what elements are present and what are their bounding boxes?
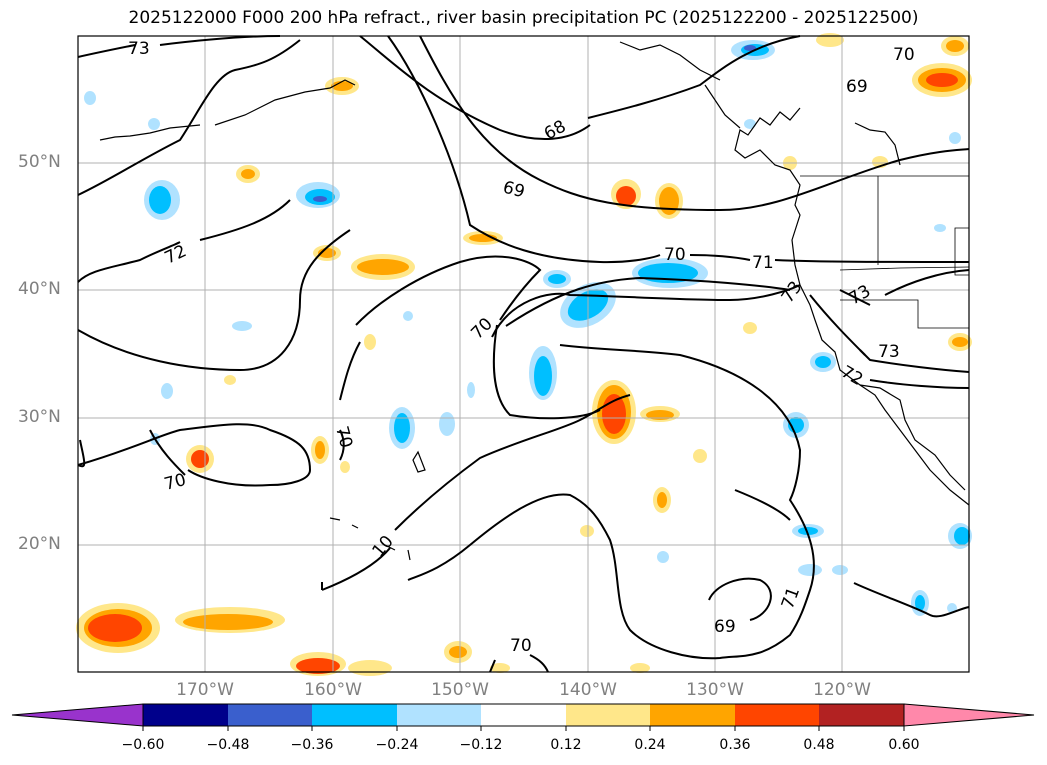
contour-label: 73	[878, 342, 900, 362]
contour-label: 73	[778, 278, 807, 307]
contour-label: 71	[752, 253, 774, 273]
colorbar-segment	[481, 704, 566, 726]
contour-label: 70	[893, 45, 915, 65]
colorbar-tick-label: −0.48	[206, 737, 250, 753]
contour-label: 70	[331, 424, 356, 450]
contour-label: 69	[501, 178, 527, 203]
positive-precip-region	[76, 33, 972, 676]
state-borders	[800, 175, 970, 329]
lat-label: 50°N	[18, 152, 61, 172]
colorbar-segment	[735, 704, 819, 726]
lon-label: 140°W	[559, 680, 617, 700]
refractivity-contours	[77, 35, 970, 673]
gridlines	[78, 36, 969, 672]
lat-label: 30°N	[18, 407, 61, 427]
colorbar-segment	[566, 704, 650, 726]
contour-label: 69	[714, 617, 736, 637]
lat-label: 40°N	[18, 279, 61, 299]
contour-label: 70	[664, 245, 686, 265]
contour-label-group: 73 70 69 68 69 72 70 71 73 73 73 72 70 7…	[128, 39, 915, 656]
lon-label: 120°W	[813, 680, 871, 700]
colorbar-segment	[650, 704, 735, 726]
coastlines	[99, 41, 970, 561]
colorbar-segment	[228, 704, 312, 726]
contour-label: 69	[846, 77, 868, 97]
colorbar-segment	[11, 703, 144, 727]
colorbar-segment	[819, 704, 904, 726]
colorbar-tick-label: −0.36	[290, 737, 334, 753]
colorbar-tick-label: −0.24	[375, 737, 419, 753]
contour-label: 73	[128, 39, 150, 59]
map-title: 2025122000 F000 200 hPa refract., river …	[128, 8, 919, 28]
contour-label: 68	[541, 117, 569, 145]
colorbar-segment	[312, 704, 397, 726]
contour-label: 71	[778, 585, 804, 612]
colorbar-tick-label: 0.36	[719, 737, 751, 753]
colorbar-tick-label: −0.60	[121, 737, 165, 753]
colorbar-segment	[397, 704, 481, 726]
colorbar-tick-label: 0.48	[803, 737, 835, 753]
precip-shading	[76, 33, 972, 676]
lon-label: 130°W	[686, 680, 744, 700]
colorbar-segment	[143, 704, 228, 726]
contour-label: 70	[467, 314, 496, 343]
contour-label: 70	[510, 636, 532, 656]
colorbar-tick-label: −0.12	[459, 737, 503, 753]
contour-label: 72	[162, 241, 190, 268]
colorbar-outline	[142, 703, 905, 727]
lon-label: 150°W	[431, 680, 489, 700]
negative-precip-region	[84, 40, 972, 616]
colorbar-tick-label: 0.12	[550, 737, 582, 753]
lon-label: 170°W	[176, 680, 234, 700]
lat-label: 20°N	[18, 534, 61, 554]
colorbar-tick-label: 0.24	[634, 737, 666, 753]
map-frame	[77, 35, 970, 673]
contour-label: 10	[369, 532, 398, 561]
colorbar-segment	[903, 703, 1035, 727]
colorbar	[11, 703, 1035, 731]
lon-label: 160°W	[304, 680, 362, 700]
colorbar-tick-label: 0.60	[888, 737, 920, 753]
